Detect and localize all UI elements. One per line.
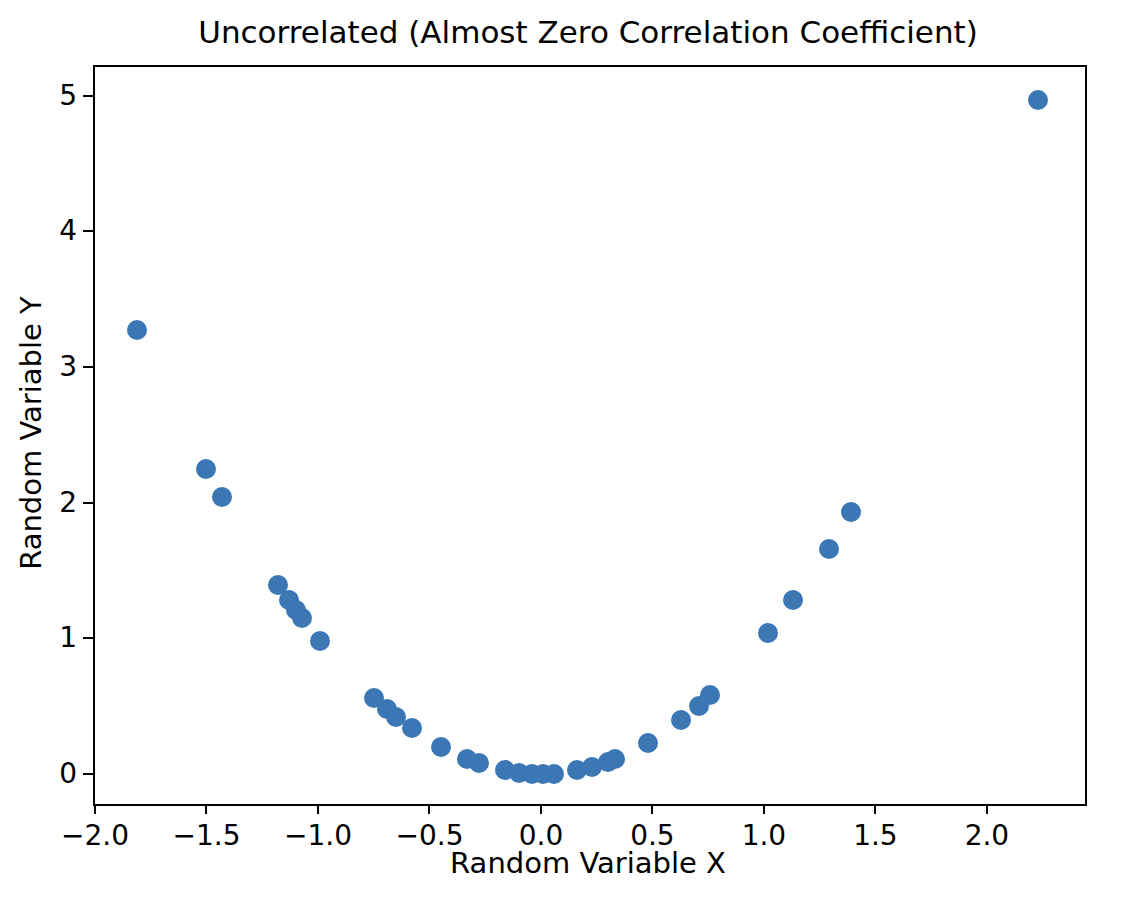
scatter-point: [469, 753, 489, 773]
x-tick-mark: [94, 804, 96, 814]
plot-area: −2.0−1.5−1.0−0.50.00.51.01.52.0012345: [93, 65, 1087, 806]
x-tick-mark: [205, 804, 207, 814]
scatter-point: [196, 459, 216, 479]
y-axis-label: Random Variable Y: [14, 296, 48, 570]
scatter-point: [758, 623, 778, 643]
x-axis-label: Random Variable X: [93, 846, 1083, 880]
scatter-point: [431, 737, 451, 757]
scatter-point: [841, 502, 861, 522]
figure-canvas: Uncorrelated (Almost Zero Correlation Co…: [0, 0, 1136, 900]
x-tick-mark: [986, 804, 988, 814]
scatter-point: [292, 608, 312, 628]
x-tick-mark: [763, 804, 765, 814]
scatter-point: [605, 749, 625, 769]
scatter-point: [700, 685, 720, 705]
x-tick-mark: [874, 804, 876, 814]
scatter-point: [127, 320, 147, 340]
scatter-point: [544, 764, 564, 784]
scatter-point: [638, 733, 658, 753]
y-tick-mark: [83, 502, 93, 504]
y-tick-mark: [83, 366, 93, 368]
y-tick-label: 1: [0, 621, 77, 655]
scatter-point: [310, 631, 330, 651]
scatter-point: [402, 718, 422, 738]
y-tick-mark: [83, 95, 93, 97]
y-tick-label: 0: [0, 757, 77, 791]
scatter-point: [1028, 90, 1048, 110]
chart-title: Uncorrelated (Almost Zero Correlation Co…: [93, 14, 1083, 50]
scatter-point: [819, 539, 839, 559]
x-tick-mark: [651, 804, 653, 814]
y-tick-label: 4: [0, 214, 77, 248]
x-tick-mark: [317, 804, 319, 814]
x-tick-mark: [540, 804, 542, 814]
scatter-point: [212, 487, 232, 507]
y-tick-mark: [83, 773, 93, 775]
y-tick-mark: [83, 230, 93, 232]
scatter-point: [783, 590, 803, 610]
y-tick-mark: [83, 637, 93, 639]
y-tick-label: 5: [0, 79, 77, 113]
scatter-point: [671, 710, 691, 730]
x-tick-mark: [428, 804, 430, 814]
